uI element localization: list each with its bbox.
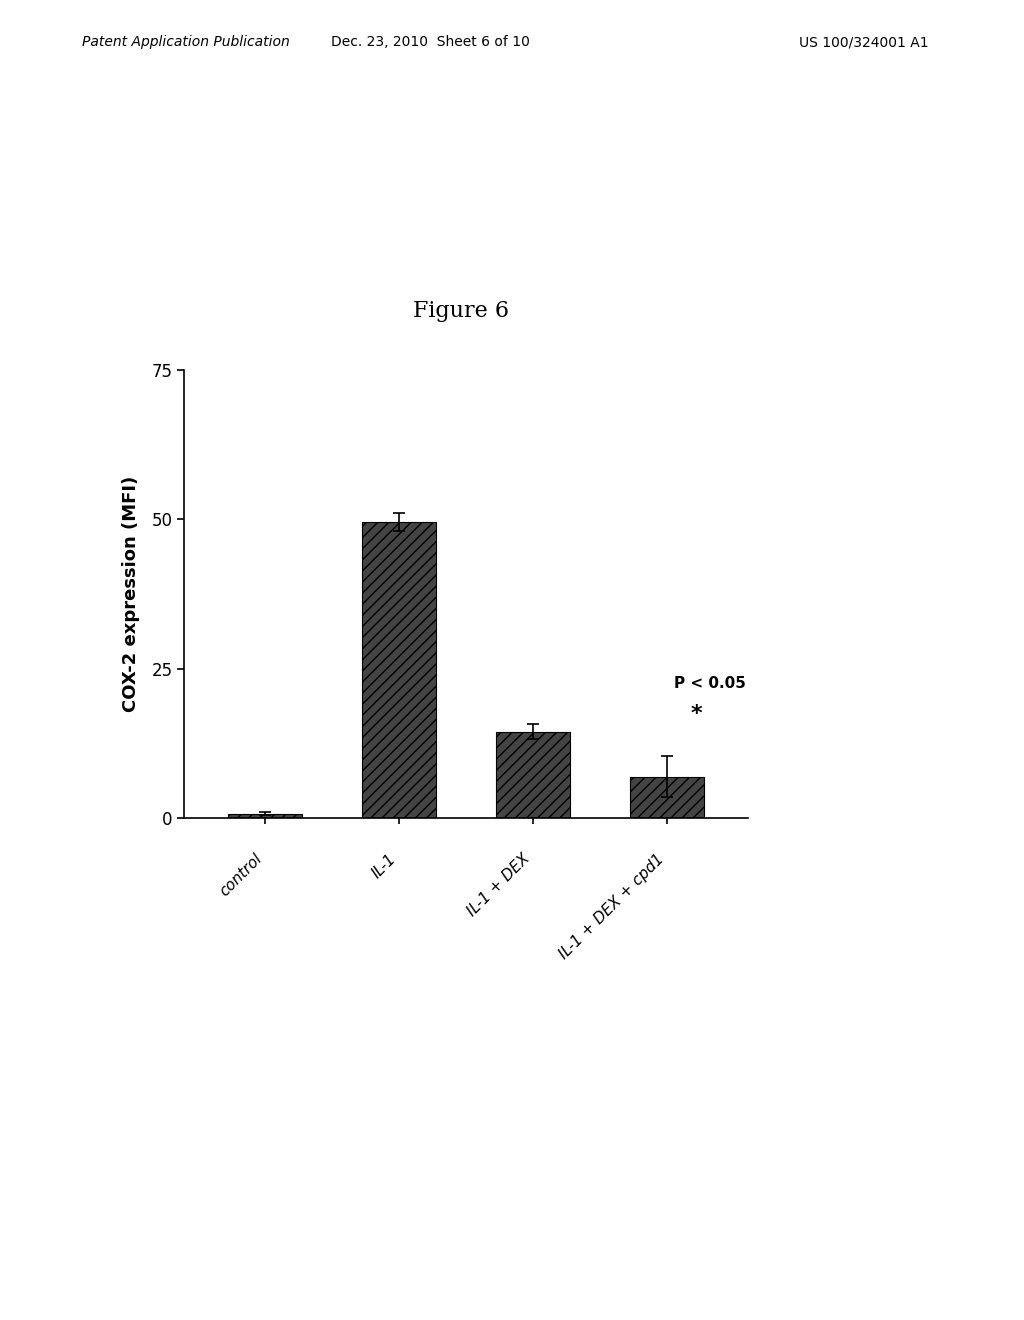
Text: control: control [216,851,265,899]
Bar [362,523,436,818]
Text: US 100/324001 A1: US 100/324001 A1 [799,36,929,49]
Bar [496,731,569,818]
Text: IL-1 + DEX: IL-1 + DEX [465,851,532,920]
Text: IL-1: IL-1 [369,851,399,880]
Text: Figure 6: Figure 6 [413,300,509,322]
Text: *: * [691,704,702,723]
Bar [630,776,703,818]
Bar [228,813,302,818]
Text: Dec. 23, 2010  Sheet 6 of 10: Dec. 23, 2010 Sheet 6 of 10 [331,36,529,49]
Text: Patent Application Publication: Patent Application Publication [82,36,290,49]
Y-axis label: COX-2 expression (MFI): COX-2 expression (MFI) [122,477,140,711]
Text: P < 0.05: P < 0.05 [674,676,745,692]
Text: IL-1 + DEX + cpd1: IL-1 + DEX + cpd1 [556,851,667,962]
